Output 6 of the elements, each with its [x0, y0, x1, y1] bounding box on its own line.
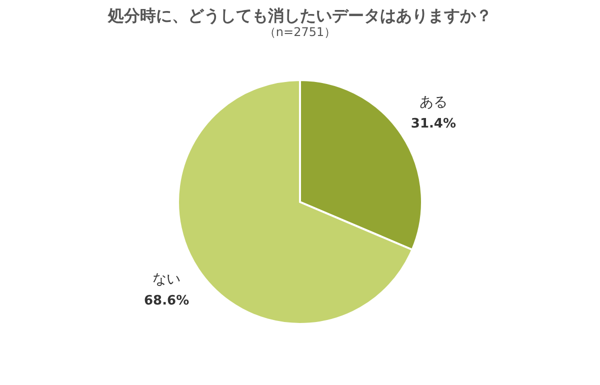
chart-subtitle: （n=2751）: [264, 25, 336, 39]
chart-title: 処分時に、どうしても消したいデータはありますか？: [107, 6, 492, 25]
data-label: 68.6%: [144, 293, 190, 308]
slice-label: ある: [419, 94, 448, 111]
slice-label: ない: [152, 271, 181, 288]
data-label: 31.4%: [410, 116, 456, 132]
